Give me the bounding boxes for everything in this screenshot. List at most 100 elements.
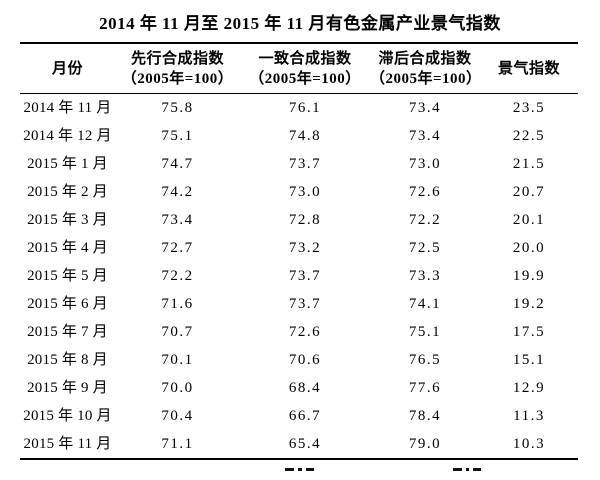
table-row: 2015 年 5 月 72.2 73.7 73.3 19.9 xyxy=(20,262,578,290)
cell-leading-index: 70.7 xyxy=(161,324,194,340)
cell-lagging-index: 79.0 xyxy=(408,436,442,452)
cell-leading-index: 72.7 xyxy=(161,240,194,256)
cell-month: 2015 年 11 月 xyxy=(23,436,112,452)
cell-prosperity-index: 20.0 xyxy=(512,240,546,256)
cell-lagging-index: 72.5 xyxy=(408,240,442,256)
cell-prosperity-index: 20.1 xyxy=(512,212,546,228)
table-row: 2015 年 4 月 72.7 73.2 72.5 20.0 xyxy=(20,234,578,262)
cell-lagging-index: 72.6 xyxy=(408,184,442,200)
cell-prosperity-index: 19.2 xyxy=(512,296,546,312)
cell-lagging-index: 75.1 xyxy=(408,324,442,340)
cell-leading-index: 71.6 xyxy=(161,296,194,312)
table-row: 2015 年 10 月 70.4 66.7 78.4 11.3 xyxy=(20,402,578,430)
cell-coincident-index: 66.7 xyxy=(288,408,322,424)
cell-coincident-index: 74.8 xyxy=(288,128,322,144)
cell-leading-index: 71.1 xyxy=(161,436,194,452)
cell-month: 2014 年 11 月 xyxy=(23,100,112,116)
table-row: 2015 年 3 月 73.4 72.8 72.2 20.1 xyxy=(20,206,578,234)
table-row: 2015 年 2 月 74.2 73.0 72.6 20.7 xyxy=(20,178,578,206)
table-header: 月份 先行合成指数 （2005年=100） 一致合成指数 （2005年=100）… xyxy=(20,43,578,94)
cell-lagging-index: 76.5 xyxy=(408,352,442,368)
cell-month: 2015 年 10 月 xyxy=(23,408,112,424)
cell-month: 2015 年 5 月 xyxy=(27,268,108,284)
column-header-sub: （2005年=100） xyxy=(249,70,361,87)
table-row: 2015 年 6 月 71.6 73.7 74.1 19.2 xyxy=(20,290,578,318)
cell-leading-index: 72.2 xyxy=(161,268,194,284)
column-header-coincident-index: 一致合成指数 （2005年=100） xyxy=(240,43,370,94)
cell-leading-index: 74.2 xyxy=(161,184,194,200)
cell-lagging-index: 74.1 xyxy=(408,296,442,312)
cell-prosperity-index: 23.5 xyxy=(512,100,546,116)
column-header-label: 一致合成指数 xyxy=(258,50,352,67)
cell-leading-index: 70.4 xyxy=(161,408,194,424)
cell-lagging-index: 72.2 xyxy=(408,212,442,228)
cell-prosperity-index: 11.3 xyxy=(513,408,545,424)
cell-lagging-index: 73.4 xyxy=(408,100,442,116)
cell-month: 2014 年 12 月 xyxy=(23,128,112,144)
table-body: 2014 年 11 月 75.8 76.1 73.4 23.5 2014 年 12 月 75… xyxy=(20,94,578,460)
clipped-row-fragment xyxy=(466,468,469,471)
cell-leading-index: 75.1 xyxy=(161,128,194,144)
cell-coincident-index: 65.4 xyxy=(288,436,322,452)
cell-prosperity-index: 21.5 xyxy=(512,156,546,172)
table-row: 2015 年 11 月 71.1 65.4 79.0 10.3 xyxy=(20,430,578,459)
cell-month: 2015 年 2 月 xyxy=(27,184,108,200)
clipped-row-fragment xyxy=(453,468,462,471)
column-header-label: 先行合成指数 xyxy=(130,50,224,67)
cell-prosperity-index: 22.5 xyxy=(512,128,546,144)
cell-leading-index: 70.1 xyxy=(161,352,194,368)
cell-coincident-index: 68.4 xyxy=(288,380,322,396)
column-header-label: 月份 xyxy=(51,60,83,77)
cell-prosperity-index: 19.9 xyxy=(512,268,546,284)
table-row: 2015 年 9 月 70.0 68.4 77.6 12.9 xyxy=(20,374,578,402)
cell-month: 2015 年 9 月 xyxy=(27,380,108,396)
clipped-row-fragment xyxy=(285,468,294,471)
cell-month: 2015 年 4 月 xyxy=(27,240,108,256)
table-row: 2014 年 12 月 75.1 74.8 73.4 22.5 xyxy=(20,122,578,150)
cell-prosperity-index: 15.1 xyxy=(512,352,546,368)
page-title: 2014 年 11 月至 2015 年 11 月有色金属产业景气指数 xyxy=(99,14,501,33)
cell-coincident-index: 73.2 xyxy=(288,240,322,256)
cell-leading-index: 75.8 xyxy=(161,100,194,116)
column-header-label: 滞后合成指数 xyxy=(378,50,472,67)
cell-lagging-index: 73.4 xyxy=(408,128,442,144)
column-header-sub: （2005年=100） xyxy=(121,70,234,87)
cell-lagging-index: 73.3 xyxy=(408,268,442,284)
column-header-prosperity-index: 景气指数 xyxy=(480,43,578,94)
table-row: 2015 年 8 月 70.1 70.6 76.5 15.1 xyxy=(20,346,578,374)
column-header-lagging-index: 滞后合成指数 （2005年=100） xyxy=(370,43,482,94)
cell-month: 2015 年 1 月 xyxy=(27,156,108,172)
clipped-row-fragment xyxy=(306,468,314,471)
column-header-label: 景气指数 xyxy=(497,60,560,77)
clipped-row-fragment xyxy=(298,468,302,471)
cell-coincident-index: 73.0 xyxy=(288,184,322,200)
table-header-row: 月份 先行合成指数 （2005年=100） 一致合成指数 （2005年=100）… xyxy=(20,43,578,94)
cell-coincident-index: 72.8 xyxy=(288,212,322,228)
cell-coincident-index: 73.7 xyxy=(288,156,322,172)
cell-prosperity-index: 20.7 xyxy=(512,184,546,200)
cell-coincident-index: 76.1 xyxy=(288,100,322,116)
prosperity-index-table: 月份 先行合成指数 （2005年=100） 一致合成指数 （2005年=100）… xyxy=(20,42,578,460)
cell-month: 2015 年 8 月 xyxy=(27,352,108,368)
cell-prosperity-index: 10.3 xyxy=(512,436,546,452)
cell-prosperity-index: 17.5 xyxy=(512,324,546,340)
cell-leading-index: 73.4 xyxy=(161,212,194,228)
column-header-month: 月份 xyxy=(20,43,115,94)
table-row: 2014 年 11 月 75.8 76.1 73.4 23.5 xyxy=(20,94,578,123)
cell-prosperity-index: 12.9 xyxy=(512,380,546,396)
cell-month: 2015 年 3 月 xyxy=(27,212,108,228)
cell-coincident-index: 73.7 xyxy=(288,296,322,312)
cell-coincident-index: 72.6 xyxy=(288,324,322,340)
cell-coincident-index: 70.6 xyxy=(288,352,322,368)
clipped-row-fragment xyxy=(473,468,481,471)
column-header-leading-index: 先行合成指数 （2005年=100） xyxy=(115,43,240,94)
table-row: 2015 年 1 月 74.7 73.7 73.0 21.5 xyxy=(20,150,578,178)
column-header-sub: （2005年=100） xyxy=(370,70,482,87)
cell-month: 2015 年 6 月 xyxy=(27,296,108,312)
cell-coincident-index: 73.7 xyxy=(288,268,322,284)
cell-leading-index: 70.0 xyxy=(161,380,194,396)
cell-month: 2015 年 7 月 xyxy=(27,324,108,340)
cell-lagging-index: 78.4 xyxy=(408,408,442,424)
table-row: 2015 年 7 月 70.7 72.6 75.1 17.5 xyxy=(20,318,578,346)
